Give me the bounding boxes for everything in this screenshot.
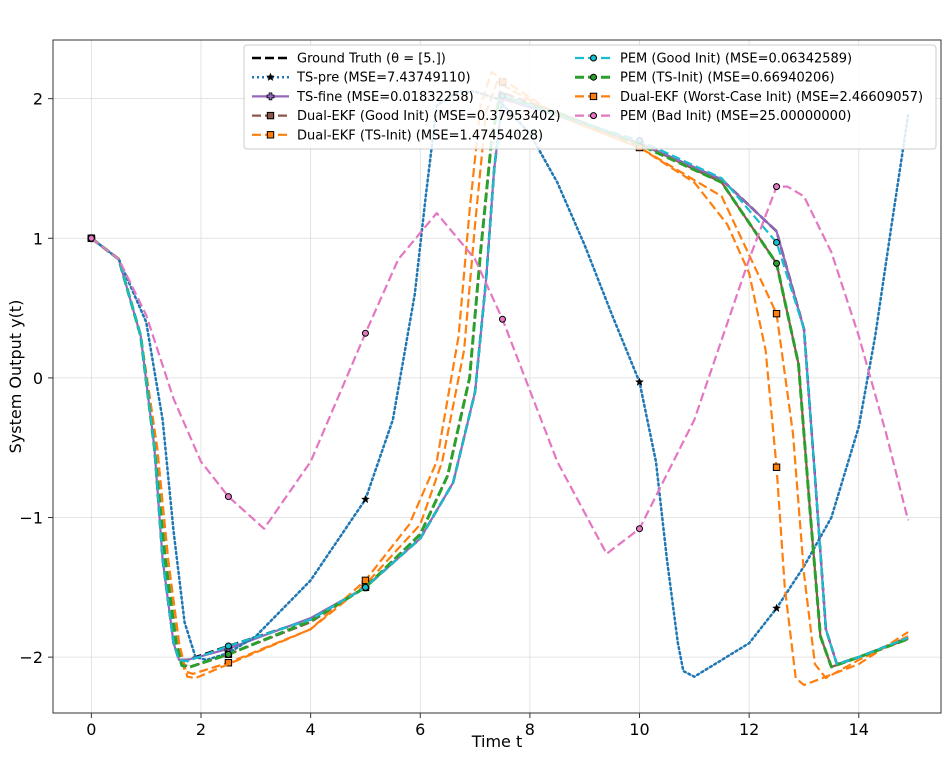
series-marker bbox=[773, 259, 781, 267]
legend-swatch-marker bbox=[266, 92, 275, 101]
legend-label: PEM (TS-Init) (MSE=0.66940206) bbox=[620, 71, 835, 86]
series-marker bbox=[773, 183, 781, 191]
x-tick-label: 8 bbox=[525, 720, 535, 739]
legend-item: Dual-EKF (Worst-Case Init) (MSE=2.466090… bbox=[575, 90, 923, 105]
y-tick-label: 1 bbox=[33, 229, 43, 248]
legend-swatch-marker bbox=[266, 72, 275, 82]
series-marker bbox=[361, 576, 370, 585]
legend-item: Ground Truth (θ = [5.]) bbox=[252, 52, 446, 67]
series-marker bbox=[635, 377, 644, 386]
legend-label: Dual-EKF (TS-Init) (MSE=1.47454028) bbox=[297, 128, 543, 143]
legend-item: TS-fine (MSE=0.01832258) bbox=[252, 90, 474, 105]
legend-swatch-marker bbox=[590, 73, 597, 81]
series-marker bbox=[224, 659, 233, 667]
series-marker bbox=[361, 329, 369, 337]
legend-swatch-marker bbox=[590, 54, 597, 62]
legend-label: TS-fine (MSE=0.01832258) bbox=[296, 90, 474, 105]
y-axis-label: System Output y(t) bbox=[6, 300, 25, 454]
legend-label: PEM (Bad Init) (MSE=25.00000000) bbox=[620, 109, 851, 124]
y-tick-label: −1 bbox=[19, 509, 43, 528]
x-tick-label: 12 bbox=[739, 720, 759, 739]
series-line bbox=[90, 71, 909, 687]
y-tick-label: 2 bbox=[33, 90, 43, 109]
legend-swatch-marker bbox=[590, 112, 597, 120]
series-marker bbox=[772, 603, 782, 613]
legend-item: Dual-EKF (TS-Init) (MSE=1.47454028) bbox=[252, 128, 543, 143]
legend-item: PEM (TS-Init) (MSE=0.66940206) bbox=[575, 71, 835, 86]
legend-label: Dual-EKF (Good Init) (MSE=0.37953402) bbox=[297, 109, 561, 124]
series-marker bbox=[498, 315, 506, 323]
x-tick-label: 6 bbox=[415, 720, 425, 739]
y-tick-label: 0 bbox=[33, 369, 43, 388]
x-tick-label: 0 bbox=[86, 720, 96, 739]
legend-item: PEM (Bad Init) (MSE=25.00000000) bbox=[575, 109, 851, 124]
series-marker bbox=[773, 238, 781, 246]
x-axis-label: Time t bbox=[471, 732, 523, 751]
series-8 bbox=[87, 183, 910, 555]
legend-swatch-marker bbox=[266, 131, 275, 139]
series-line bbox=[90, 94, 909, 666]
series-marker bbox=[636, 525, 644, 533]
series-marker bbox=[361, 583, 369, 591]
legend-label: PEM (Good Init) (MSE=0.06342589) bbox=[620, 52, 852, 67]
series-marker bbox=[224, 650, 232, 658]
legend: Ground Truth (θ = [5.]) TS-pre (MSE=7.437… bbox=[243, 44, 937, 150]
series-marker bbox=[772, 463, 781, 471]
series-marker bbox=[224, 642, 232, 650]
series-marker bbox=[772, 309, 781, 318]
plot-area-frame bbox=[52, 39, 942, 714]
legend-label: TS-pre (MSE=7.43749110) bbox=[296, 71, 471, 86]
x-tick-label: 10 bbox=[629, 720, 649, 739]
legend-swatch-marker bbox=[589, 92, 598, 101]
series-line bbox=[90, 94, 909, 669]
legend-label: Ground Truth (θ = [5.]) bbox=[297, 52, 446, 67]
legend-item: TS-pre (MSE=7.43749110) bbox=[252, 71, 471, 86]
series-marker bbox=[224, 493, 232, 501]
x-tick-label: 4 bbox=[306, 720, 316, 739]
legend-item: Dual-EKF (Good Init) (MSE=0.37953402) bbox=[252, 109, 561, 124]
legend-item: PEM (Good Init) (MSE=0.06342589) bbox=[575, 52, 852, 67]
y-tick-label: −2 bbox=[19, 648, 43, 667]
series-marker bbox=[360, 494, 370, 504]
series-marker bbox=[87, 234, 95, 242]
legend-swatch-marker bbox=[266, 111, 275, 120]
x-tick-label: 14 bbox=[849, 720, 869, 739]
x-tick-label: 2 bbox=[196, 720, 206, 739]
legend-label: Dual-EKF (Worst-Case Init) (MSE=2.466090… bbox=[620, 90, 923, 105]
